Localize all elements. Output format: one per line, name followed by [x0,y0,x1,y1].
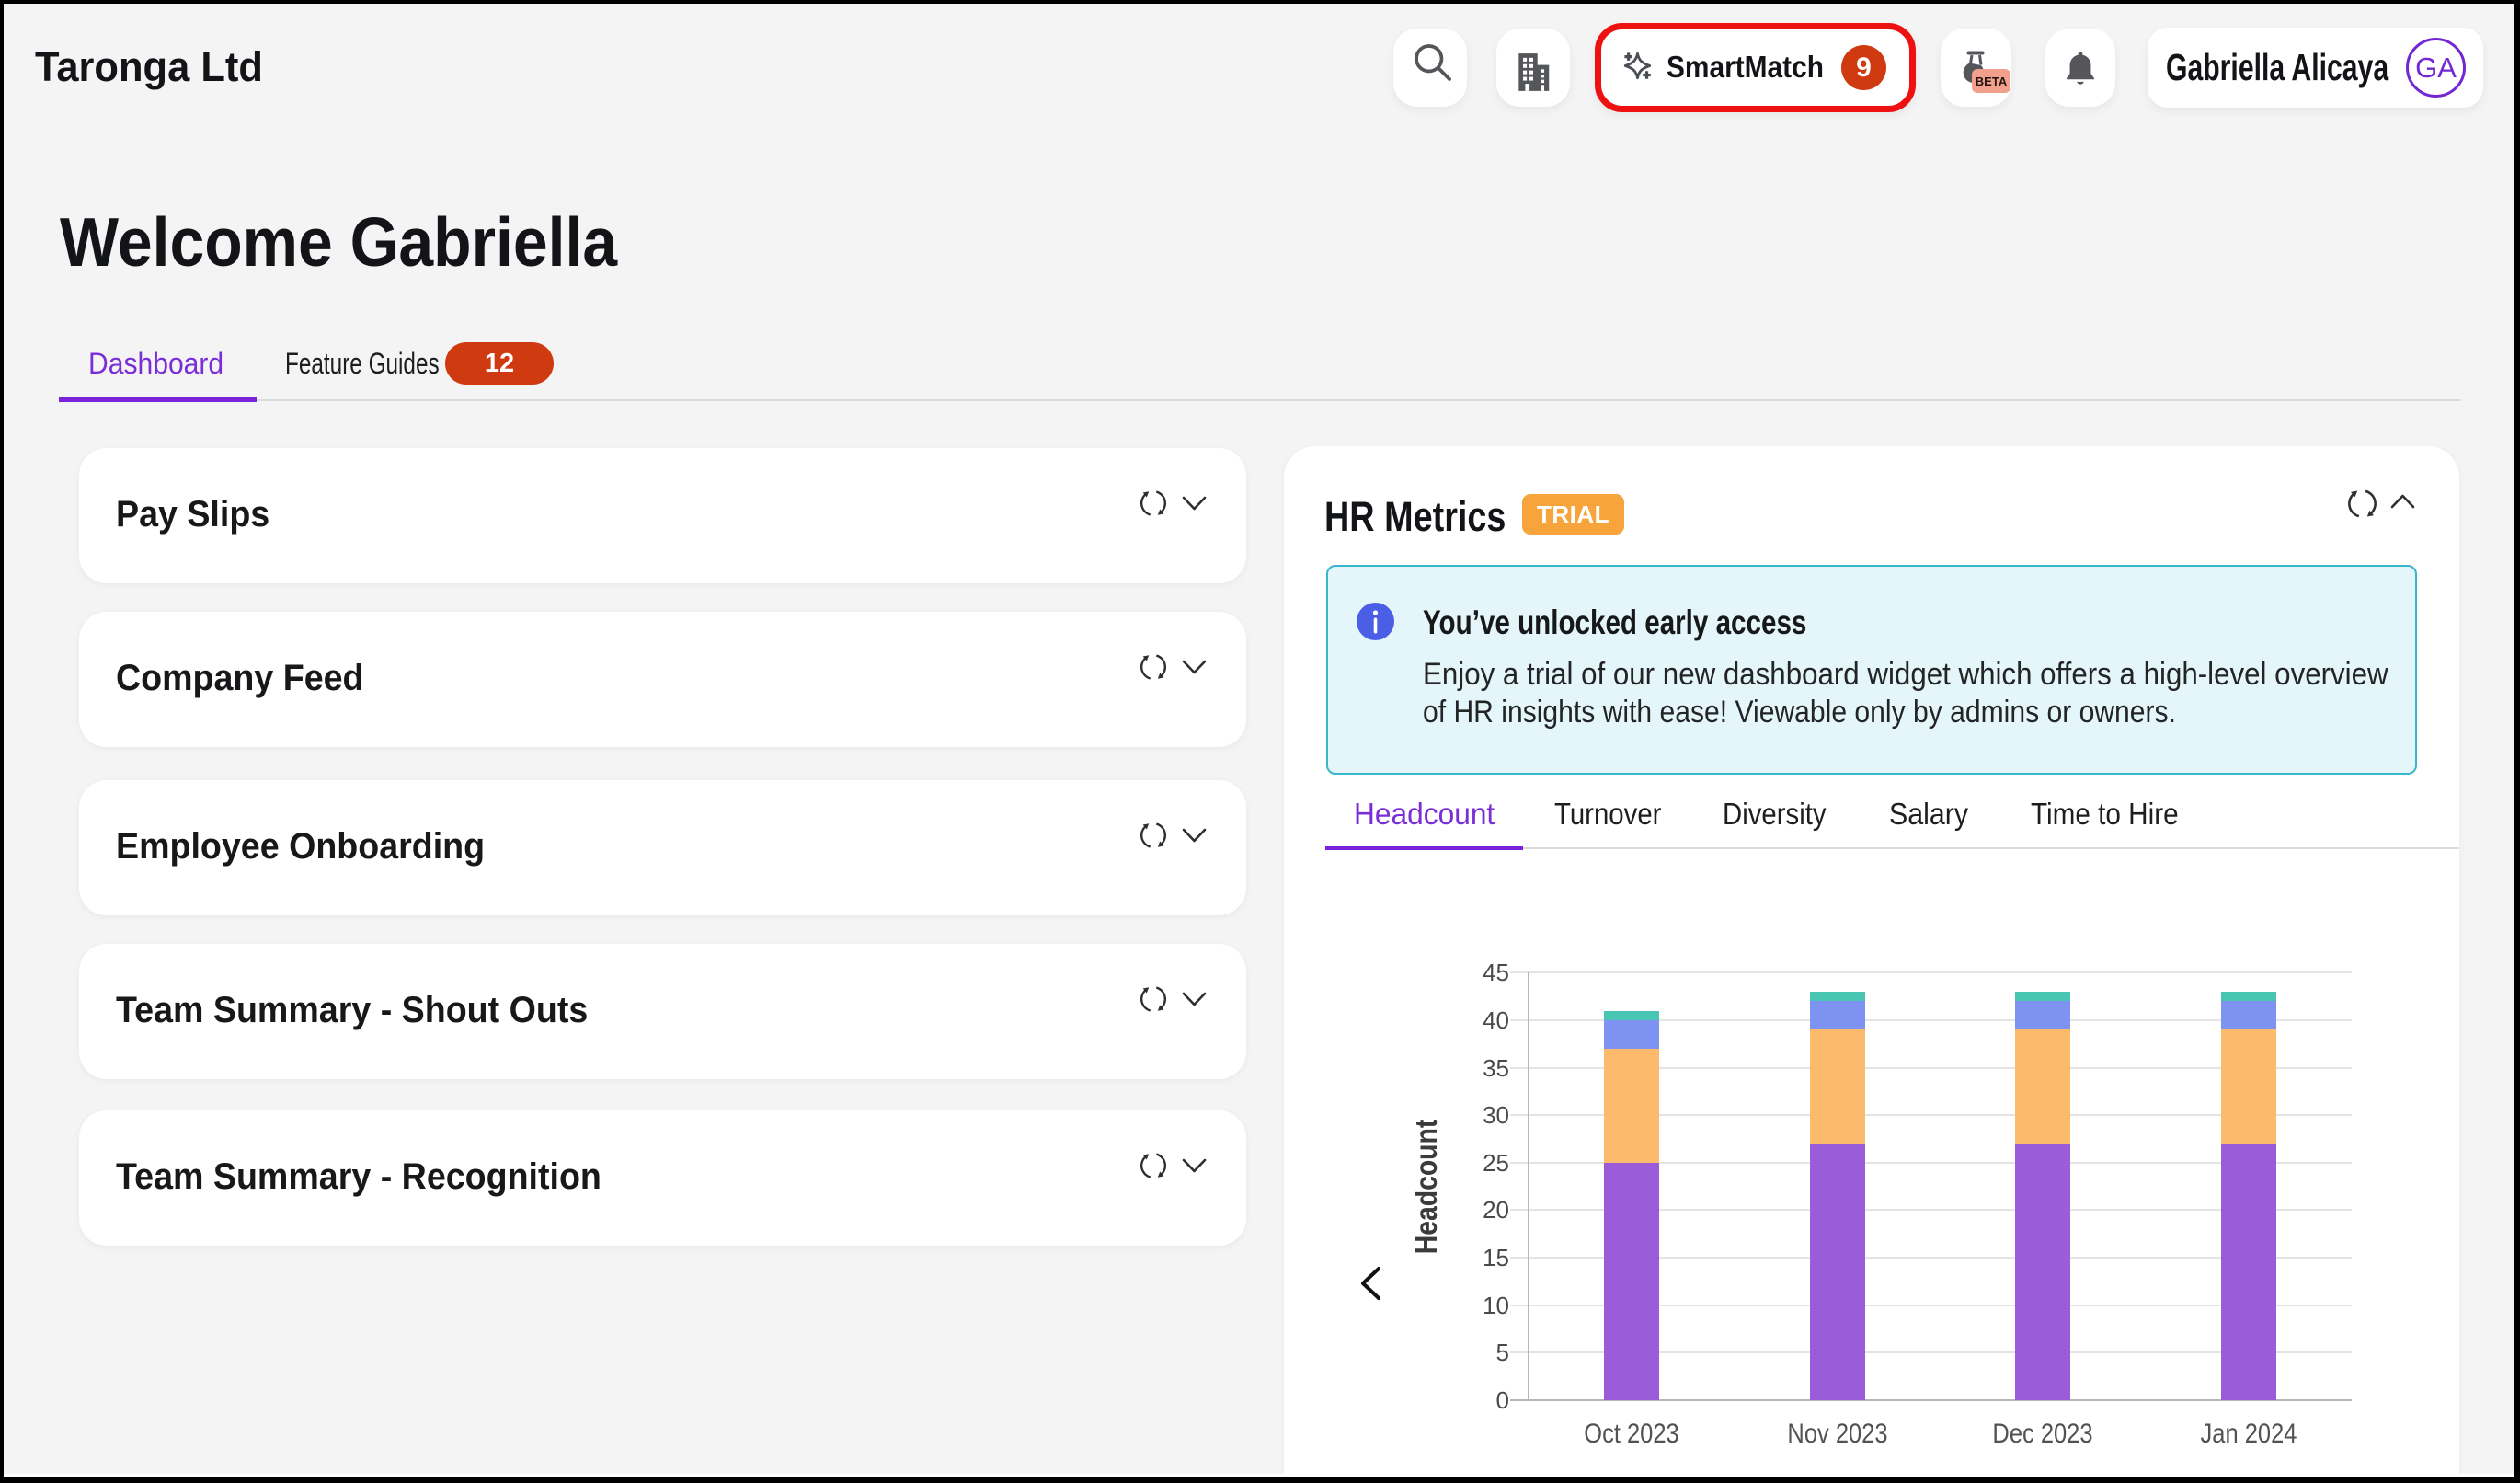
svg-text:Dec 2023: Dec 2023 [1992,1418,2092,1448]
svg-text:Headcount: Headcount [1409,1120,1444,1255]
svg-text:45: 45 [1483,959,1509,986]
svg-text:25: 25 [1483,1149,1509,1177]
svg-text:30: 30 [1483,1101,1509,1129]
svg-text:10: 10 [1483,1292,1509,1319]
svg-text:5: 5 [1496,1339,1509,1366]
svg-text:Oct 2023: Oct 2023 [1584,1418,1678,1448]
svg-text:15: 15 [1483,1244,1509,1271]
svg-text:Nov 2023: Nov 2023 [1787,1418,1887,1448]
svg-text:0: 0 [1496,1386,1509,1414]
svg-text:Jan 2024: Jan 2024 [2201,1418,2297,1448]
svg-text:20: 20 [1483,1196,1509,1224]
svg-text:35: 35 [1483,1054,1509,1082]
svg-text:40: 40 [1483,1006,1509,1034]
